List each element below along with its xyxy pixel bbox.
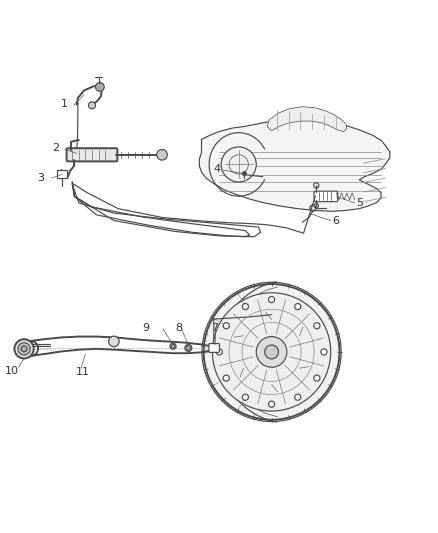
Text: 10: 10: [4, 366, 18, 376]
Circle shape: [21, 346, 27, 352]
Circle shape: [109, 336, 119, 346]
Circle shape: [95, 83, 104, 91]
Circle shape: [242, 394, 248, 400]
Polygon shape: [267, 107, 347, 132]
Text: 9: 9: [142, 323, 149, 333]
FancyBboxPatch shape: [57, 170, 67, 178]
Circle shape: [242, 303, 248, 310]
Circle shape: [185, 344, 192, 351]
Text: 7: 7: [211, 323, 218, 333]
Circle shape: [221, 147, 256, 182]
Circle shape: [265, 345, 279, 359]
Text: 3: 3: [37, 173, 44, 183]
Circle shape: [223, 322, 230, 329]
Circle shape: [14, 339, 34, 359]
Circle shape: [157, 150, 167, 160]
Circle shape: [321, 349, 327, 355]
Text: 8: 8: [175, 323, 182, 333]
Circle shape: [170, 343, 176, 349]
FancyBboxPatch shape: [209, 344, 219, 352]
Circle shape: [242, 172, 247, 176]
Circle shape: [314, 322, 320, 329]
Polygon shape: [199, 118, 390, 211]
Circle shape: [212, 293, 331, 411]
Text: 4: 4: [214, 164, 221, 174]
Circle shape: [216, 349, 223, 355]
Circle shape: [204, 284, 339, 420]
Circle shape: [186, 346, 191, 350]
Text: 2: 2: [52, 143, 59, 154]
FancyBboxPatch shape: [314, 191, 338, 201]
Text: 5: 5: [357, 198, 364, 208]
FancyBboxPatch shape: [67, 148, 117, 161]
Circle shape: [88, 102, 95, 109]
Circle shape: [295, 303, 301, 310]
Circle shape: [314, 375, 320, 381]
Circle shape: [18, 343, 30, 355]
Circle shape: [256, 336, 287, 367]
Circle shape: [223, 375, 230, 381]
Text: 11: 11: [75, 367, 89, 377]
Circle shape: [295, 394, 301, 400]
Circle shape: [268, 401, 275, 407]
Circle shape: [268, 296, 275, 303]
Text: 1: 1: [60, 100, 67, 109]
Circle shape: [171, 344, 175, 348]
Text: 6: 6: [332, 216, 339, 226]
